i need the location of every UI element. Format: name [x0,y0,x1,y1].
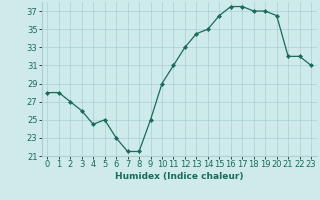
X-axis label: Humidex (Indice chaleur): Humidex (Indice chaleur) [115,172,244,181]
